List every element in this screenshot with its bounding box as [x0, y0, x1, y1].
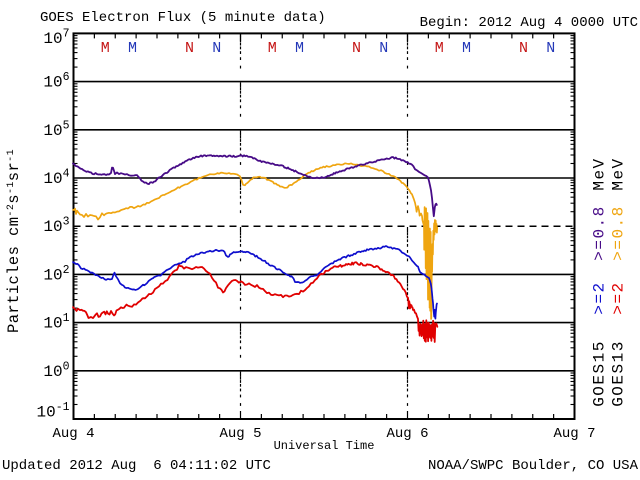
svg-text:Begin: 2012 Aug 4 0000 UTC: Begin: 2012 Aug 4 0000 UTC [420, 15, 638, 31]
svg-text:M: M [295, 40, 304, 57]
svg-text:MeV: MeV [610, 157, 628, 190]
svg-text:>=0.8: >=0.8 [610, 205, 628, 261]
svg-text:>=2: >=2 [610, 281, 628, 314]
svg-text:M: M [268, 40, 277, 57]
svg-text:>=2: >=2 [591, 281, 609, 314]
svg-text:M: M [101, 40, 110, 57]
svg-text:GOES15: GOES15 [591, 340, 609, 407]
svg-text:Aug 5: Aug 5 [219, 426, 261, 442]
svg-text:Aug 4: Aug 4 [52, 426, 94, 442]
svg-text:N: N [212, 40, 221, 57]
svg-text:N: N [352, 40, 361, 57]
svg-text:Aug 7: Aug 7 [553, 426, 595, 442]
svg-text:N: N [519, 40, 528, 57]
svg-text:MeV: MeV [591, 157, 609, 190]
svg-text:Aug 6: Aug 6 [386, 426, 428, 442]
svg-text:NOAA/SWPC Boulder, CO USA: NOAA/SWPC Boulder, CO USA [428, 458, 639, 474]
svg-text:N: N [546, 40, 555, 57]
svg-text:Particles cm-2s-1sr-1: Particles cm-2s-1sr-1 [5, 149, 23, 333]
svg-text:N: N [185, 40, 194, 57]
svg-text:>=0.8: >=0.8 [591, 205, 609, 261]
svg-text:M: M [462, 40, 471, 57]
svg-text:M: M [435, 40, 444, 57]
svg-text:GOES13: GOES13 [610, 340, 628, 407]
svg-text:Updated 2012 Aug 6 04:11:02 U: Updated 2012 Aug 6 04:11:02 UTC [2, 458, 271, 474]
svg-text:GOES Electron Flux (5 minute d: GOES Electron Flux (5 minute data) [40, 10, 326, 26]
svg-text:Universal Time: Universal Time [274, 439, 375, 453]
svg-text:M: M [128, 40, 137, 57]
svg-text:N: N [379, 40, 388, 57]
